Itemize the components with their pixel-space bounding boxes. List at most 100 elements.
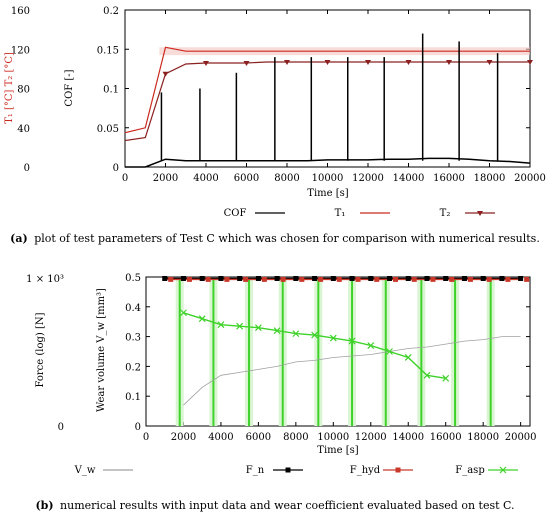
chart-a-t2-marker (405, 60, 412, 66)
chart-b-right-ticks: 0 0.1 0.2 0.3 0.4 0.5 (125, 273, 141, 433)
chart-b-x-tick-label: 18000 (467, 432, 499, 443)
chart-a-t2-marker (162, 71, 169, 77)
chart-b-fn-marker (162, 275, 168, 281)
chart-b-legend-label-fn: F_n (246, 465, 265, 476)
chart-b-plot-frame (145, 276, 531, 427)
chart-b-fasp-marker (442, 374, 450, 382)
chart-a: 0 40 80 120 160 0 0.05 0.1 0.15 0.2 0 2000 4000 600… (4, 6, 546, 245)
chart-b-grid (145, 276, 530, 427)
chart-b-fasp-marker (198, 315, 206, 323)
chart-b-right-tick-label: 0.4 (125, 303, 141, 314)
chart-a-x-tick-label: 0 (122, 173, 128, 184)
chart-a-legend: COF T₁ T₂ (224, 208, 495, 219)
chart-a-ylabel-left: T₁ [°C] T₂ [°C] (4, 52, 15, 124)
chart-a-right-tick-label: 0.05 (97, 124, 119, 135)
chart-b-fn-marker (330, 275, 336, 281)
chart-a-legend-label-t1: T₁ (335, 208, 346, 219)
chart-b-caption: (b) numerical results with input data an… (35, 499, 514, 512)
chart-b-fn-marker (424, 275, 430, 281)
chart-a-t2-marker (527, 60, 533, 66)
chart-b-fhyd-marker (318, 276, 324, 282)
chart-b-right-tick-label: 0.3 (125, 333, 141, 344)
chart-b-xlabel: Time [s] (317, 445, 358, 456)
chart-b-fasp-marker (292, 330, 300, 338)
chart-b-right-tick-label: 0.1 (125, 392, 141, 403)
chart-a-x-tick-label: 2000 (153, 173, 178, 184)
chart-b-legend-marker-fasp (499, 466, 507, 474)
chart-b-marks (162, 275, 530, 426)
chart-b-fn-marker (293, 275, 299, 281)
chart-a-x-ticks: 0 2000 4000 6000 8000 10000 12000 14000 16000 180… (122, 173, 546, 184)
chart-a-series-t2 (124, 61, 530, 142)
chart-a-left-tick-label: 120 (11, 45, 30, 56)
chart-b-fn-marker (180, 275, 186, 281)
chart-a-x-tick-label: 12000 (352, 173, 384, 184)
chart-b-fn-marker (274, 275, 280, 281)
chart-a-left-tick-label: 160 (11, 6, 30, 17)
chart-b-x-tick-label: 6000 (246, 432, 271, 443)
chart-b-fasp-marker (217, 321, 225, 329)
chart-b-fhyd-marker (205, 276, 211, 282)
chart-b-fhyd-marker (355, 276, 361, 282)
chart-a-series-t1 (124, 46, 530, 134)
chart-b-fhyd-marker (261, 276, 267, 282)
chart-b-fn-marker (499, 275, 505, 281)
chart-a-t2-marker (203, 60, 209, 66)
chart-a-caption-text: plot of test parameters of Test C which … (34, 232, 540, 245)
chart-b-fn-marker (443, 275, 449, 281)
chart-a-legend-label-t2: T₂ (440, 208, 451, 219)
chart-b-right-tick-label: 0 (135, 422, 141, 433)
chart-a-t2-marker (365, 60, 371, 66)
chart-a-t2-marker (486, 60, 493, 66)
chart-b-fhyd-marker (467, 276, 473, 282)
chart-a-x-tick-label: 8000 (274, 173, 299, 184)
chart-a-grid (124, 9, 531, 168)
chart-b-fn-marker (218, 275, 224, 281)
chart-b-x-tick-label: 12000 (355, 432, 387, 443)
chart-b-fhyd-marker (299, 276, 305, 282)
chart-a-t2-marker (324, 60, 331, 66)
chart-b-ylabel-right: Wear volume V_w [mm³] (96, 288, 107, 412)
chart-b-fhyd-marker (430, 276, 436, 282)
chart-b-fn-marker (255, 275, 261, 281)
chart-b-fhyd-marker (393, 276, 399, 282)
chart-a-x-tick-label: 18000 (474, 173, 506, 184)
chart-b-fasp-marker (386, 348, 393, 355)
chart-b-x-tick-label: 4000 (208, 432, 233, 443)
chart-a-x-tick-label: 10000 (312, 173, 344, 184)
chart-a-right-tick-label: 0.15 (97, 45, 119, 56)
chart-b-fn-marker (199, 275, 205, 281)
chart-a-ylabel-right: COF [-] (64, 69, 75, 106)
chart-b-fhyd-marker (505, 276, 511, 282)
chart-b-fhyd-marker (224, 276, 230, 282)
chart-b-fasp-marker (423, 371, 431, 379)
chart-a-plot-frame (124, 9, 531, 168)
chart-b-fhyd-marker (411, 276, 417, 282)
chart-a-caption: (a) plot of test parameters of Test C wh… (10, 232, 540, 245)
chart-b-fasp-marker (367, 342, 375, 349)
chart-b-fasp-marker (348, 337, 356, 345)
chart-b-fn-marker (518, 275, 524, 281)
chart-a-series-cof (125, 157, 531, 168)
chart-b-legend-label-fasp: F_asp (455, 465, 484, 476)
chart-b-fn-marker (349, 275, 355, 281)
chart-a-t2-marker (446, 60, 452, 66)
chart-b-caption-text: numerical results with input data and we… (60, 499, 515, 512)
chart-b-fasp-marker (254, 324, 262, 332)
chart-a-right-ticks: 0 0.05 0.1 0.15 0.2 (97, 6, 119, 174)
chart-b-legend-label-vw: V_w (74, 465, 96, 476)
chart-b-fn-marker (461, 275, 467, 281)
chart-b-fhyd-marker (168, 276, 174, 282)
chart-b-fn-marker (405, 275, 411, 281)
chart-b-x-tick-label: 8000 (283, 432, 308, 443)
chart-a-left-tick-label: 0 (24, 163, 30, 174)
chart-b-fn-marker (368, 275, 374, 281)
chart-b-legend-marker-fhyd (395, 467, 401, 473)
chart-b-fasp-marker (404, 354, 412, 361)
chart-a-right-tick-label: 0.1 (103, 85, 119, 96)
chart-b-x-tick-label: 2000 (171, 432, 196, 443)
chart-a-caption-label: (a) (10, 232, 28, 245)
chart-b: 1 × 10³ 0 0 0.1 0.2 0.3 0.4 0.5 0 2000 4000 6000 8… (26, 273, 536, 512)
chart-b-x-tick-label: 0 (143, 432, 149, 443)
